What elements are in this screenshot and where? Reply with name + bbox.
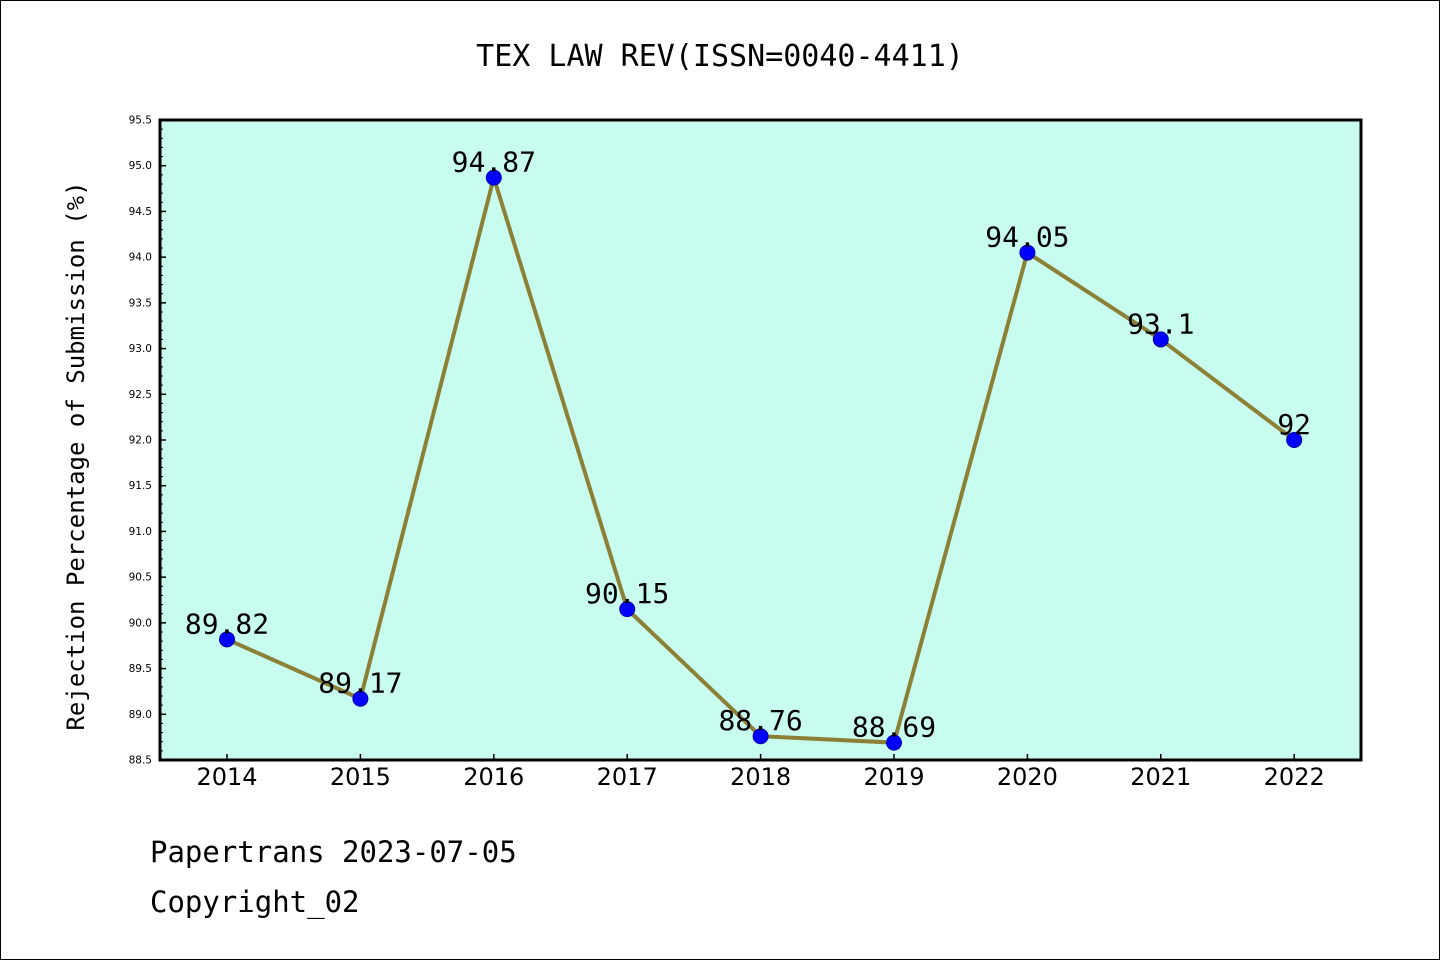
chart-title: TEX LAW REV(ISSN=0040-4411) xyxy=(476,39,964,74)
y-tick-label: 94.5 xyxy=(129,206,152,218)
plot-border xyxy=(158,118,1363,762)
data-label: 94.87 xyxy=(452,146,536,179)
data-label: 88.76 xyxy=(718,704,802,737)
y-tick-label: 91.0 xyxy=(129,526,152,538)
y-tick-label: 94.0 xyxy=(129,252,152,264)
data-point xyxy=(886,734,902,751)
data-label: 88.69 xyxy=(852,711,936,744)
y-tick-label: 89.5 xyxy=(129,663,152,675)
x-axis-ticks: 2014 2015 2016 2017 2018 2019 2020 2021 2022 xyxy=(196,754,1325,791)
x-tick-label: 2019 xyxy=(863,763,924,791)
data-point xyxy=(1286,432,1303,448)
data-label: 89.82 xyxy=(185,607,269,640)
footer-copyright: Copyright_02 xyxy=(150,885,360,919)
plot-area xyxy=(160,120,1361,760)
data-label: 93.1 xyxy=(1127,307,1194,340)
x-tick-label: 2022 xyxy=(1264,763,1325,791)
data-point xyxy=(1152,331,1169,348)
x-tick-label: 2018 xyxy=(730,763,791,791)
data-point xyxy=(752,728,769,745)
data-label: 92 xyxy=(1277,408,1311,441)
y-tick-label: 95.5 xyxy=(129,115,152,127)
x-tick-label: 2016 xyxy=(463,763,524,791)
data-point xyxy=(219,631,235,648)
y-tick-label: 90.0 xyxy=(129,617,152,629)
y-tick-label: 92.5 xyxy=(129,389,152,401)
data-points xyxy=(219,169,1303,751)
y-axis-ticks: 88.5 89.0 89.5 90.0 90.5 91.0 91.5 92.0 92.5 93.0… xyxy=(129,115,166,767)
x-tick-label: 2014 xyxy=(196,763,257,791)
y-tick-label: 91.5 xyxy=(129,480,152,492)
y-tick-label: 92.0 xyxy=(129,435,152,447)
data-point xyxy=(1019,244,1036,261)
y-tick-label: 88.5 xyxy=(129,755,152,767)
y-tick-label: 95.0 xyxy=(129,160,152,172)
y-tick-label: 90.5 xyxy=(129,572,152,584)
data-label: 89.17 xyxy=(318,667,402,700)
x-tick-label: 2021 xyxy=(1130,763,1191,791)
footer-date: Papertrans 2023-07-05 xyxy=(150,835,517,869)
data-point xyxy=(352,690,369,707)
data-point xyxy=(485,169,502,186)
data-label: 90.15 xyxy=(585,577,669,610)
data-label: 94.05 xyxy=(985,221,1069,254)
data-labels: 89.82 89.17 94.87 90.15 88.76 88.69 94.05 93.1 9… xyxy=(185,146,1311,744)
y-tick-label: 93.5 xyxy=(129,297,152,309)
y-tick-label: 93.0 xyxy=(129,343,152,355)
y-axis-label: Rejection Percentage of Submission (%) xyxy=(62,181,90,730)
x-tick-label: 2017 xyxy=(597,763,658,791)
y-tick-label: 89.0 xyxy=(129,709,152,721)
data-point xyxy=(619,601,636,618)
x-tick-label: 2015 xyxy=(330,763,391,791)
x-tick-label: 2020 xyxy=(997,763,1058,791)
